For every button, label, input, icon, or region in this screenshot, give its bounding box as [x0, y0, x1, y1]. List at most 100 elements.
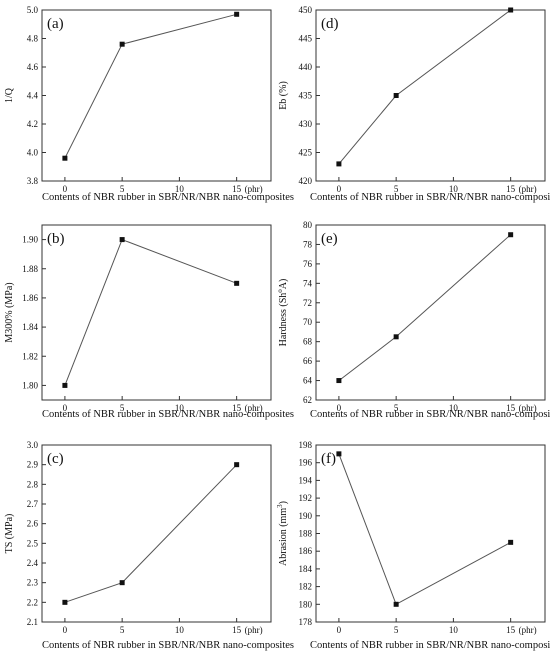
- series-line: [64, 464, 238, 603]
- x-tick-label: 5: [394, 403, 399, 413]
- y-tick-label: 182: [299, 582, 313, 592]
- panel-label: (c): [47, 451, 64, 467]
- data-point: [393, 601, 399, 607]
- y-tick-label: 2.8: [27, 479, 39, 489]
- y-tick-label: 188: [299, 529, 313, 539]
- x-tick-label: 10: [175, 625, 185, 635]
- y-axis-title: TS (MPa): [4, 514, 15, 554]
- x-tick-label: 5: [394, 625, 399, 635]
- y-axis-title: Eb (%): [278, 81, 289, 110]
- plot-frame: [41, 224, 272, 401]
- series-line: [338, 234, 511, 381]
- data-point: [234, 280, 240, 286]
- data-point: [508, 7, 514, 13]
- y-tick-label: 2.4: [27, 558, 39, 568]
- series-line: [64, 13, 237, 159]
- x-tick-label: 10: [175, 403, 185, 413]
- x-unit-label: (phr): [245, 403, 263, 413]
- y-tick-label: 5.0: [27, 5, 39, 15]
- x-unit-label: (phr): [245, 625, 263, 635]
- series-line: [338, 453, 511, 606]
- x-tick-label: 0: [63, 184, 68, 194]
- plot-frame: [41, 444, 272, 623]
- y-tick-label: 3.8: [27, 176, 39, 186]
- y-tick-label: 78: [303, 239, 313, 249]
- y-tick-label: 76: [303, 259, 313, 269]
- panel-d: 0 5 10 15 (phr) 420 425 430 435 440 445 450 Eb (%) Co…: [278, 5, 550, 203]
- y-tick-label: 1.90: [22, 235, 38, 245]
- data-point: [508, 539, 514, 545]
- x-tick-label: 0: [337, 403, 342, 413]
- y-tick-label: 2.7: [27, 499, 39, 509]
- x-tick-label: 0: [63, 625, 68, 635]
- y-tick-label: 194: [299, 475, 313, 485]
- y-tick-label: 2.5: [27, 538, 39, 548]
- panel-label: (f): [321, 451, 336, 467]
- x-tick-label: 15: [506, 184, 516, 194]
- x-axis-title: Contents of NBR rubber in SBR/NR/NBR nan…: [42, 409, 294, 420]
- y-tick-label: 1.86: [22, 293, 38, 303]
- x-tick-label: 5: [120, 184, 125, 194]
- x-tick-label: 0: [337, 625, 342, 635]
- data-point: [62, 155, 68, 161]
- y-tick-label: 74: [303, 278, 313, 288]
- y-tick-label: 440: [299, 62, 313, 72]
- y-tick-label: 80: [303, 220, 313, 230]
- data-point: [119, 237, 125, 243]
- y-tick-label: 4.4: [27, 91, 39, 101]
- y-tick-label: 70: [303, 317, 313, 327]
- panel-b: 0 5 10 15 (phr) 1.80 1.82 1.84 1.86 1.88 1.90 M300%…: [4, 224, 294, 420]
- y-tick-label: 420: [299, 176, 313, 186]
- x-axis-title: Contents of NBR rubber in SBR/NR/NBR nan…: [310, 640, 550, 651]
- y-tick-label: 184: [299, 564, 313, 574]
- series-line: [338, 9, 511, 165]
- y-tick-label: 1.84: [22, 322, 38, 332]
- y-tick-label: 192: [299, 493, 313, 503]
- y-tick-label: 64: [303, 376, 313, 386]
- x-tick-label: 15: [232, 184, 242, 194]
- y-axis-title: 1/Q: [4, 87, 15, 103]
- y-tick-label: 425: [299, 148, 313, 158]
- x-unit-label: (phr): [519, 184, 537, 194]
- panel-label: (d): [321, 16, 339, 32]
- data-point: [336, 451, 342, 457]
- y-tick-label: 72: [303, 298, 312, 308]
- y-tick-label: 2.6: [27, 519, 39, 529]
- y-tick-label: 1.82: [22, 351, 38, 361]
- y-tick-label: 4.6: [27, 62, 39, 72]
- panel-label: (a): [47, 16, 64, 32]
- y-tick-label: 2.2: [27, 597, 38, 607]
- x-unit-label: (phr): [245, 184, 263, 194]
- y-tick-label: 430: [299, 119, 313, 129]
- y-tick-label: 1.80: [22, 380, 38, 390]
- y-tick-label: 4.2: [27, 119, 38, 129]
- data-point: [119, 580, 125, 586]
- y-tick-label: 450: [299, 5, 313, 15]
- x-tick-label: 5: [120, 403, 125, 413]
- plot-frame: [315, 444, 546, 623]
- plot-frame: [315, 9, 546, 182]
- plot-frame: [315, 224, 546, 401]
- data-point: [62, 599, 68, 605]
- x-tick-label: 10: [449, 403, 459, 413]
- y-axis-title: M300% (MPa): [4, 282, 15, 342]
- x-unit-label: (phr): [519, 403, 537, 413]
- x-tick-label: 15: [506, 403, 516, 413]
- data-point: [234, 462, 240, 468]
- y-tick-label: 62: [303, 395, 312, 405]
- x-tick-label: 5: [394, 184, 399, 194]
- x-tick-label: 15: [506, 625, 516, 635]
- series-line: [64, 238, 237, 386]
- x-axis-title: Contents of NBR rubber in SBR/NR/NBR nan…: [42, 640, 294, 651]
- y-tick-label: 68: [303, 337, 313, 347]
- data-point: [336, 161, 342, 167]
- data-point: [234, 11, 240, 17]
- y-tick-label: 2.3: [27, 578, 39, 588]
- panel-a: 0 5 10 15 (phr) 3.8 4.0 4.2 4.4 4.6 4.8 5.0 1/Q Conte…: [4, 5, 294, 203]
- y-tick-label: 198: [299, 440, 313, 450]
- x-tick-label: 15: [232, 625, 242, 635]
- panel-label: (e): [321, 231, 338, 247]
- y-tick-label: 3.0: [27, 440, 39, 450]
- y-tick-label: 1.88: [22, 264, 38, 274]
- data-point: [508, 232, 514, 238]
